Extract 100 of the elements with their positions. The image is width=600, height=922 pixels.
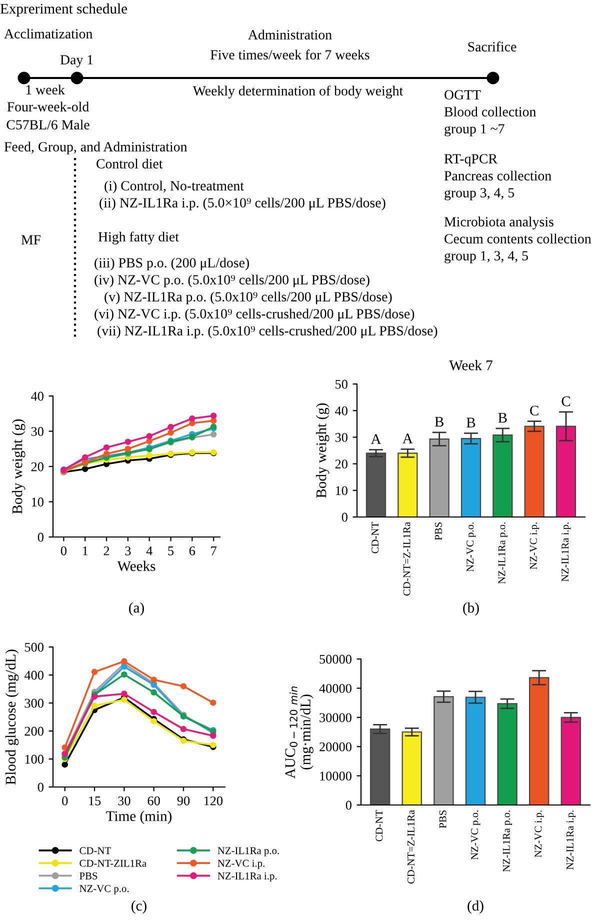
y-tick-label: 50000 [320,654,352,664]
text: Five times/week for 7 weeks [210,50,370,60]
y-tick-label: 50 [336,380,348,389]
x-tick-label: 15 [89,796,101,806]
annotation: A [402,434,413,444]
text: Four-week-old [7,102,89,112]
text: group 3, 4, 5 [444,188,514,200]
y-tick-label: 0 [38,782,44,792]
y-tick-label: 10000 [320,772,352,781]
text: Acclimatization [4,28,92,38]
annotation: B [466,418,476,428]
text: Control diet [96,158,163,168]
text: (iii) PBS p.o. (200 μL/dose) [94,258,249,270]
text: High fatty diet [98,232,179,244]
y-tick-label: 30 [31,427,44,436]
y-tick-label: 40 [31,392,44,401]
x-tick-label: NZ-IL1Ra p.o. [498,522,508,584]
x-tick-label: CD-NT [376,810,383,842]
text: (ii) NZ-IL1Ra i.p. (5.0×10⁹ cells/200 μL PBS/dose) [100,198,386,210]
text: C57BL/6 Male [6,120,90,130]
y-tick-label: 0 [342,512,348,522]
text: group 1, 3, 4, 5 [444,251,528,264]
text: Sacrifice [468,42,516,52]
x-tick-label: CD-NT [372,522,379,554]
text: Expreriment schedule [0,3,128,17]
y-axis-title: AUC$_{0−120 min}$ (mg·min/dL) [285,686,314,779]
annotation: C [562,396,570,406]
y-axis-title: Body weight (g) [12,419,26,514]
text: (v) NZ-IL1Ra p.o. (5.0x10⁹ cells/200 μL PBS/dose) [104,292,392,304]
text: 1 week [26,84,65,94]
y-tick-label: 300 [24,698,44,708]
y-tick-label: 10 [336,486,348,496]
x-tick-label: NZ-VC p.o. [466,522,476,572]
text: (iv) NZ-VC p.o. (5.0x10⁹ cells/200 μL PBS/dose) [94,274,370,288]
x-tick-label: 90 [177,796,190,806]
text: (b) [463,602,479,616]
x-tick-label: 5 [168,546,174,556]
legend-label: NZ-IL1Ra i.p. [218,872,277,882]
y-axis-title: Blood glucose (mg/dL) [5,650,19,785]
text: Blood collection [444,106,536,116]
text: (i) Control, No-treatment [104,180,244,194]
x-tick-label: PBS [434,522,442,540]
x-tick-label: 0 [62,796,68,806]
x-tick-label: 4 [146,546,152,556]
text: (a) [129,602,144,616]
text: group 1 ~7 [444,124,504,136]
x-tick-label: 2 [104,546,110,556]
x-tick-label: NZ-VC i.p. [530,522,540,570]
x-tick-label: 120 [204,796,223,806]
y-tick-label: 10 [32,498,44,506]
text: Microbiota analysis [444,216,554,230]
text: Administration [248,30,332,40]
x-tick-label: 3 [125,546,131,556]
y-tick-label: 20 [335,460,348,469]
y-axis-title: Body weight (g) [316,403,330,498]
text: (c) [132,900,146,914]
x-tick-label: NZ-IL1Ra p.o. [502,810,512,872]
annotation: B [498,412,507,423]
text: (vi) NZ-VC i.p. (5.0x10⁹ cells-crushed/200 μL PBS/dose) [94,308,414,322]
x-tick-label: 1 [82,546,88,556]
legend-label: CD-NT-ZIL1Ra [80,860,146,867]
x-axis-title: Time (min) [106,810,172,824]
text: MF [21,235,41,244]
x-tick-label: NZ-IL1Ra i.p. [562,522,571,582]
x-tick-label: 7 [211,546,216,556]
legend-label: PBS [80,872,98,880]
x-tick-label: 60 [148,796,160,806]
y-tick-label: 20 [31,462,44,472]
text: Pancreas collection [444,170,552,180]
x-tick-label: CD-NT=Z-IL1Ra [403,522,410,596]
annotation: C [530,406,538,416]
x-tick-label: 30 [118,796,130,806]
text: Feed, Group, and Administration [4,142,188,154]
y-tick-label: 40000 [319,684,352,693]
legend-label: NZ-VC p.o. [80,885,129,894]
y-tick-label: 30 [335,433,348,442]
annotation: B [434,416,444,427]
y-tick-label: 30000 [320,713,352,722]
x-tick-label: NZ-VC i.p. [534,810,544,858]
text: Cecum contents collection [444,234,592,244]
y-tick-label: 200 [24,726,44,736]
annotation: A [370,434,382,444]
x-tick-label: CD-NT=Z-IL1Ra [407,810,414,884]
x-tick-label: NZ-IL1Ra i.p. [566,810,576,870]
text: Day 1 [60,55,93,68]
chart-title: Week 7 [449,360,492,370]
text: RT-qPCR [444,154,498,166]
y-tick-label: 20000 [320,742,352,752]
y-tick-label: 400 [24,670,44,680]
x-tick-label: NZ-VC p.o. [471,810,480,860]
x-tick-label: 6 [189,546,196,556]
text: (vii) NZ-IL1Ra i.p. (5.0x10⁹ cells-crushed/200 μL PBS/dose) [98,326,438,338]
text: OGTT [444,90,481,100]
x-tick-label: PBS [439,810,446,828]
text: (d) [468,900,484,914]
x-axis-title: Weeks [117,560,156,572]
y-tick-label: 500 [24,642,44,652]
x-tick-label: 0 [60,546,66,556]
y-tick-label: 100 [25,754,44,764]
text: Weekly determination of body weight [192,86,404,98]
